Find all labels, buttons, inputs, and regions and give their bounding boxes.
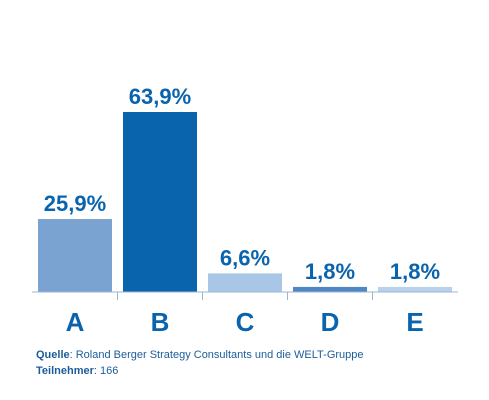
bar-chart: 25,9% A 63,9% B 6,6% C 1,8% D 1,8% E [32, 84, 458, 337]
source-note: Quelle: Roland Berger Strategy Consultan… [36, 349, 364, 361]
category-label-d: D [321, 307, 340, 337]
category-label-c: C [236, 307, 255, 337]
category-label-e: E [406, 307, 423, 337]
participants-note: Teilnehmer: 166 [36, 365, 118, 377]
value-label-b: 63,9% [129, 84, 191, 109]
source-text: : Roland Berger Strategy Consultants und… [69, 349, 364, 361]
category-label-a: A [66, 307, 85, 337]
bar-a [38, 219, 112, 292]
value-label-c: 6,6% [220, 245, 270, 270]
participants-text: : 166 [93, 365, 119, 377]
bar-e [378, 286, 452, 292]
source-label: Quelle [36, 349, 70, 361]
value-label-a: 25,9% [44, 191, 106, 216]
bar-c [208, 273, 282, 292]
participants-label: Teilnehmer [36, 365, 94, 377]
category-label-b: B [151, 307, 170, 337]
bar-b [123, 112, 197, 292]
value-label-d: 1,8% [305, 259, 355, 284]
bar-d [293, 286, 367, 292]
value-label-e: 1,8% [390, 259, 440, 284]
